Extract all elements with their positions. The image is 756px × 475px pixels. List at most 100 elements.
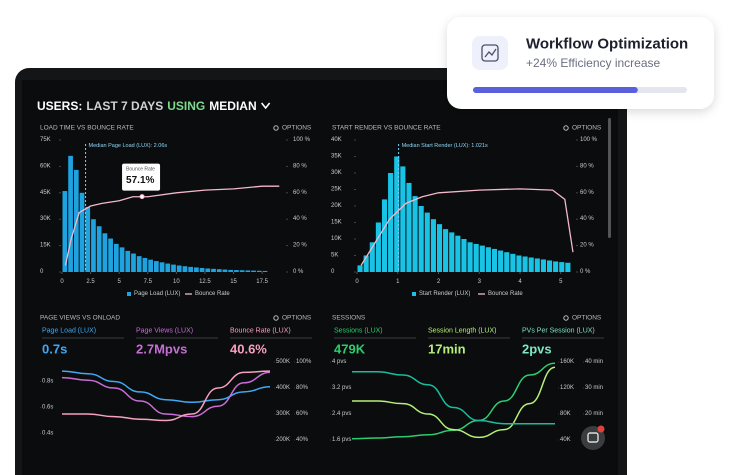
metric-label: Page Load (LUX): [42, 328, 96, 335]
bar: [461, 239, 467, 272]
bar: [182, 266, 188, 272]
x-tick-label: 5: [118, 279, 122, 285]
bar: [534, 258, 540, 272]
header-method: MEDIAN: [209, 99, 256, 113]
metric-label: Session Length (LUX): [428, 328, 496, 335]
bar: [449, 232, 455, 272]
header-using: USING: [167, 99, 205, 113]
options-button[interactable]: OPTIONS: [282, 315, 312, 322]
bar: [510, 253, 516, 272]
metric-label: Bounce Rate (LUX): [230, 328, 291, 335]
bar: [102, 233, 108, 272]
bar: [400, 166, 406, 272]
chat-button[interactable]: [581, 425, 605, 451]
axis-tick-label: 80K: [560, 411, 571, 417]
panel-title: PAGE VIEWS VS ONLOAD: [40, 315, 120, 322]
panel-title: SESSIONS: [332, 315, 366, 322]
bar: [165, 263, 171, 272]
metric-value: 17min: [428, 342, 466, 357]
bar: [363, 255, 369, 272]
y2-tick-label: 0 %: [293, 269, 304, 275]
x-tick-label: 5: [559, 279, 563, 285]
axis-tick-label: 60%: [296, 411, 309, 417]
y-tick-label: 75K: [40, 137, 51, 143]
card-box: [447, 17, 714, 109]
bar: [222, 269, 228, 272]
axis-tick-label: 40K: [560, 437, 571, 443]
scrollbar: [608, 118, 611, 238]
bar: [528, 257, 534, 272]
bar: [357, 265, 363, 272]
bar: [546, 260, 553, 272]
panel: PAGE VIEWS VS ONLOAD OPTIONS Page Load (LU…: [40, 315, 312, 443]
legend-label: Page Load (LUX): [134, 291, 180, 297]
metric-value: 40.6%: [230, 342, 267, 357]
options-button[interactable]: OPTIONS: [572, 125, 602, 132]
x-tick-label: 0: [355, 279, 359, 285]
bar: [491, 248, 498, 272]
y2-tick-label: 60 %: [580, 190, 594, 196]
bar: [381, 199, 388, 272]
bar: [473, 243, 479, 272]
x-tick-label: 2.5: [86, 279, 95, 285]
bar: [79, 192, 85, 272]
bar: [455, 235, 461, 272]
options-icon: [273, 315, 279, 321]
bar: [159, 262, 165, 272]
options-icon: [273, 125, 279, 131]
options-icon: [563, 125, 569, 131]
y-tick-label: 15K: [331, 220, 342, 226]
card-icon-trend: [484, 48, 497, 58]
bar: [516, 255, 522, 272]
x-tick-label: 0: [60, 279, 64, 285]
panel-title: START RENDER VS BOUNCE RATE: [332, 125, 441, 132]
tooltip-point: [139, 194, 145, 200]
bar: [211, 268, 216, 272]
bar: [148, 259, 153, 272]
bar: [228, 269, 234, 272]
axis-tick-label: 80%: [296, 385, 309, 391]
bar: [131, 253, 136, 272]
bar: [436, 224, 443, 272]
chat-circle[interactable]: [581, 426, 605, 450]
bar: [142, 257, 148, 272]
x-tick-label: 4: [518, 279, 522, 285]
axis-tick-label: 40%: [296, 437, 309, 443]
options-button[interactable]: OPTIONS: [572, 315, 602, 322]
bar: [113, 243, 119, 272]
axis-tick-label: 120K: [560, 385, 574, 391]
bar: [504, 252, 510, 272]
bar: [485, 247, 491, 272]
axis-tick-label: 20 min: [585, 411, 603, 417]
y2-tick-label: 80 %: [293, 163, 307, 169]
bar: [430, 219, 436, 272]
bar: [171, 264, 176, 272]
bar: [108, 238, 113, 272]
y-tick-label: 25K: [331, 187, 342, 193]
metric-value: 0.7s: [42, 342, 67, 357]
screen: [22, 80, 618, 475]
y-tick-label: 20K: [331, 203, 342, 209]
bar: [467, 242, 473, 272]
panel: SESSIONS OPTIONS Sessions (LUX) 479K Session…: [330, 315, 604, 443]
bar: [443, 229, 449, 272]
axis-tick-label: 400K: [276, 385, 290, 391]
y-tick-label: 40K: [331, 137, 342, 143]
progress-fill: [473, 87, 638, 93]
axis-tick-label: 300K: [276, 411, 290, 417]
bar: [153, 261, 159, 272]
y2-tick-label: 60 %: [293, 190, 307, 196]
legend-label: Bounce Rate: [488, 291, 523, 297]
x-tick-label: 1: [396, 279, 400, 285]
options-button[interactable]: OPTIONS: [282, 125, 312, 132]
x-tick-label: 17.5: [256, 279, 268, 285]
axis-tick-label: 1.6 pvs: [332, 437, 351, 443]
axis-tick-label: 0.4s: [42, 431, 53, 437]
bar: [176, 265, 182, 272]
bar: [522, 256, 528, 272]
y2-tick-label: 20 %: [580, 243, 594, 249]
bar: [418, 206, 424, 272]
bar: [194, 267, 199, 272]
axis-tick-label: 0.6s: [42, 405, 53, 411]
